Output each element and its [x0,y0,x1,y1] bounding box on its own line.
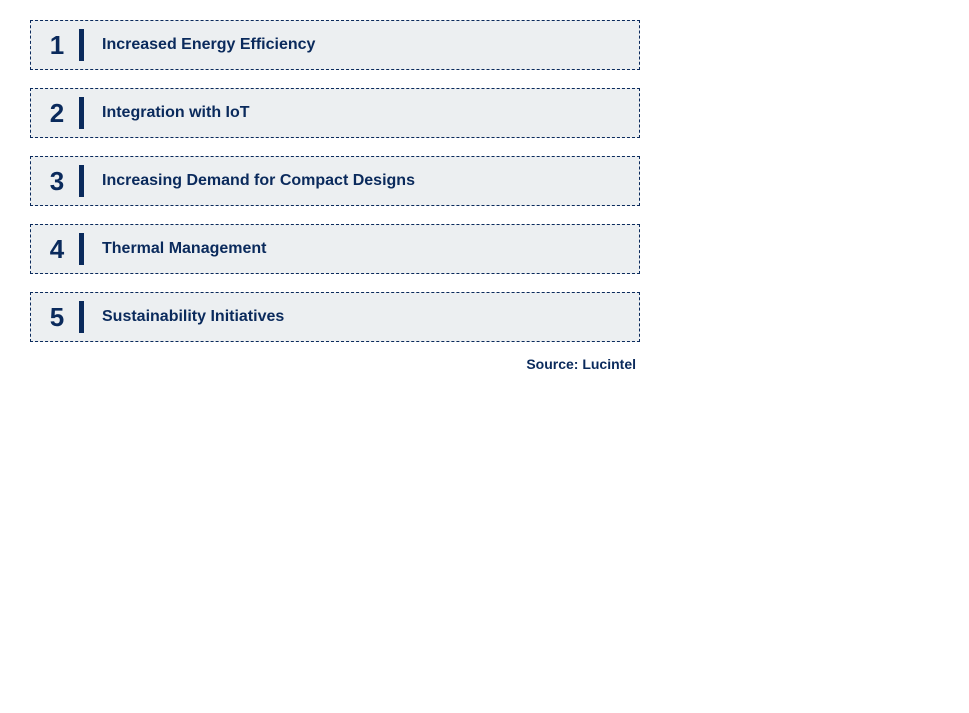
item-label: Increasing Demand for Compact Designs [102,172,415,190]
item-number: 5 [43,302,71,333]
item-number: 2 [43,98,71,129]
item-number: 3 [43,166,71,197]
item-label: Sustainability Initiatives [102,308,284,326]
item-number: 1 [43,30,71,61]
trend-list: 1 Increased Energy Efficiency 2 Integrat… [30,20,640,342]
source-attribution: Source: Lucintel [30,356,640,372]
item-number: 4 [43,234,71,265]
item-divider [79,97,84,129]
item-divider [79,233,84,265]
item-divider [79,165,84,197]
list-item: 1 Increased Energy Efficiency [30,20,640,70]
list-item: 2 Integration with IoT [30,88,640,138]
list-item: 4 Thermal Management [30,224,640,274]
item-label: Increased Energy Efficiency [102,36,315,54]
item-divider [79,29,84,61]
item-divider [79,301,84,333]
list-item: 5 Sustainability Initiatives [30,292,640,342]
item-label: Thermal Management [102,240,266,258]
item-label: Integration with IoT [102,104,250,122]
list-item: 3 Increasing Demand for Compact Designs [30,156,640,206]
